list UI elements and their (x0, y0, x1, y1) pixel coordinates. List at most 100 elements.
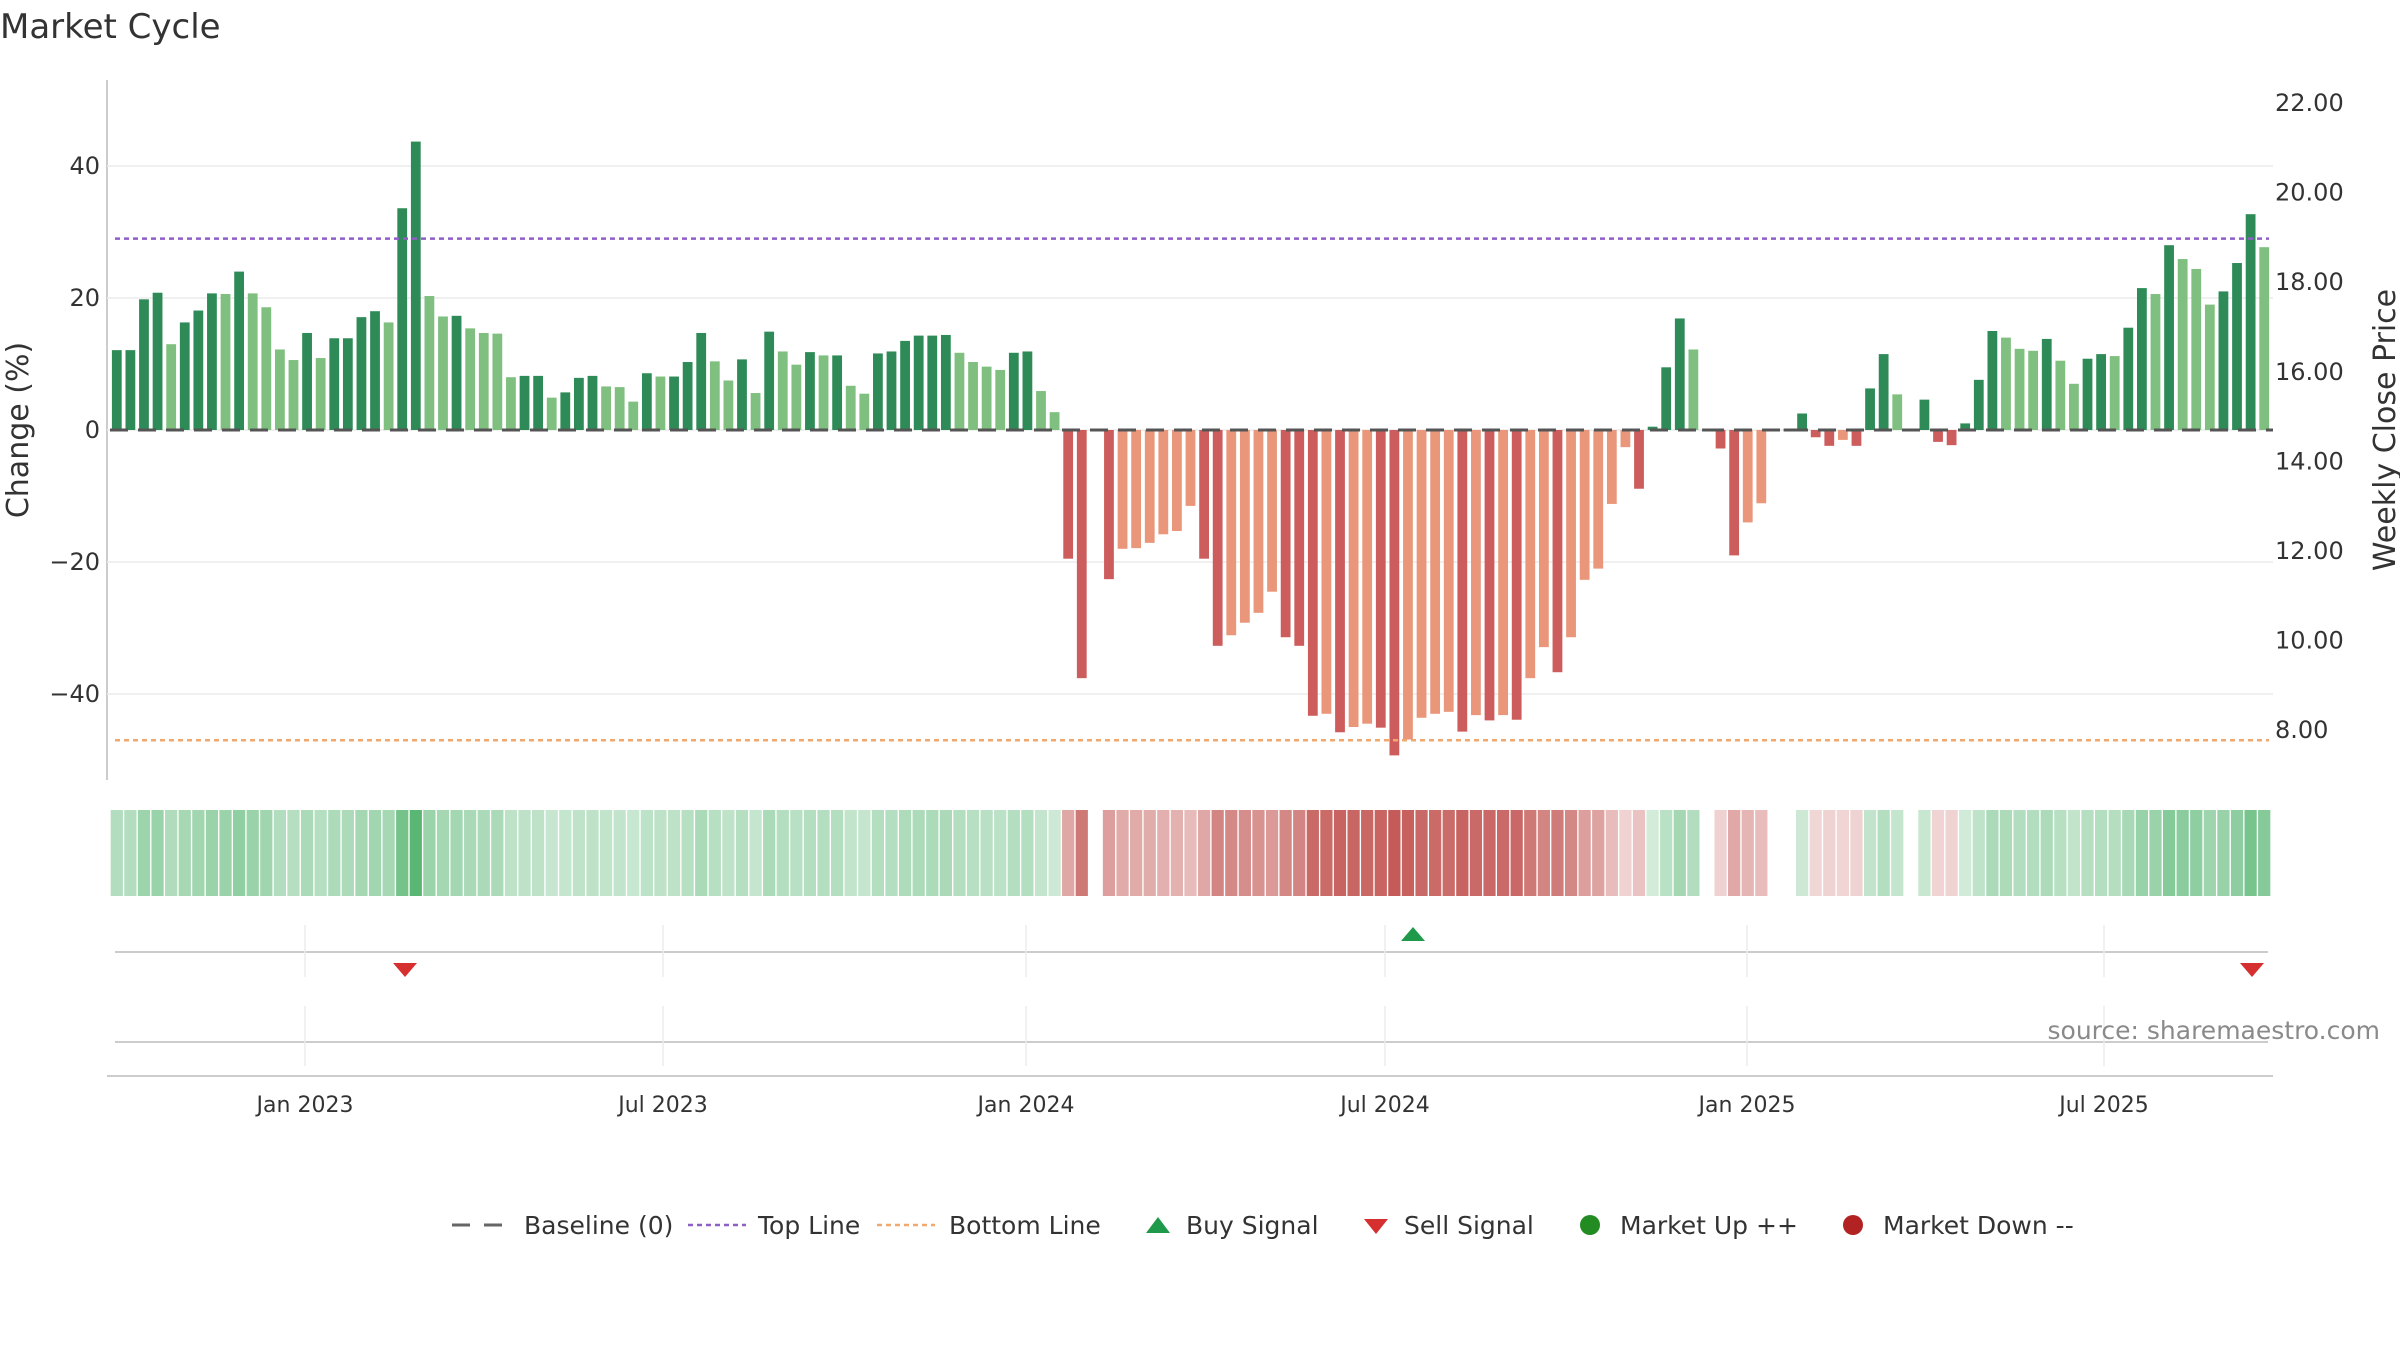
legend-item: Bottom Line (877, 1211, 1101, 1240)
bar (438, 316, 448, 430)
bar (886, 351, 897, 430)
heat-cell (1510, 810, 1523, 896)
bar (370, 311, 380, 430)
legend-circle-icon (1843, 1215, 1863, 1235)
bar (832, 355, 843, 430)
heat-cell (1320, 810, 1333, 896)
bar (873, 353, 883, 430)
y2-tick-label: 18.00 (2275, 268, 2344, 296)
heat-cell (817, 810, 830, 896)
bar (1892, 394, 1903, 430)
bar (1117, 430, 1128, 549)
bar (1226, 430, 1237, 636)
bar (1620, 430, 1631, 448)
bar (1239, 430, 1250, 623)
heat-cell (1130, 810, 1143, 896)
sell-signal-marker (2240, 963, 2264, 977)
bar (342, 338, 353, 430)
bar (125, 350, 136, 430)
bar (1511, 430, 1522, 720)
heat-cell (1347, 810, 1360, 896)
y-tick-label: −20 (49, 548, 100, 576)
bar (1280, 430, 1291, 638)
x-tick-label: Jan 2023 (255, 1093, 354, 1118)
heat-cell (1945, 810, 1958, 896)
heat-cell (1809, 810, 1822, 896)
heat-cell (1306, 810, 1319, 896)
legend: Baseline (0) Top Line Bottom Line Buy Signa… (452, 1211, 2074, 1240)
heat-cell (2190, 810, 2203, 896)
right-axis-title: Weekly Close Price (2368, 289, 2400, 571)
heat-cell (1877, 810, 1890, 896)
source-credit: source: sharemaestro.com (2048, 1016, 2381, 1045)
heat-cell (627, 810, 640, 896)
heat-cell (2176, 810, 2189, 896)
heat-cell (287, 810, 300, 896)
heat-cell (1374, 810, 1387, 896)
bar (1348, 430, 1359, 727)
bar (1172, 430, 1182, 531)
bar (2082, 358, 2093, 430)
heat-cell (2122, 810, 2135, 896)
heat-cell (1891, 810, 1904, 896)
heat-cell (2244, 810, 2257, 896)
heat-cell (926, 810, 939, 896)
heat-cell (1184, 810, 1197, 896)
bar (1471, 430, 1481, 716)
heat-cell (355, 810, 368, 896)
bar (546, 397, 557, 430)
heat-cell (110, 810, 123, 896)
bar (1946, 430, 1957, 446)
bar (1987, 331, 1998, 430)
heat-cell (2027, 810, 2040, 896)
heat-cell (233, 810, 246, 896)
heat-cell (1524, 810, 1537, 896)
heat-cell (763, 810, 776, 896)
y2-tick-label: 14.00 (2275, 447, 2344, 475)
bar (1212, 430, 1223, 646)
bar (1810, 430, 1821, 438)
heat-cell (858, 810, 871, 896)
heat-cell (599, 810, 613, 896)
bar (2245, 214, 2256, 430)
bar (1579, 430, 1590, 580)
bar (2164, 245, 2174, 430)
heat-cell (137, 810, 151, 896)
heat-cell (328, 810, 341, 896)
bar (1131, 430, 1142, 549)
heat-cell (1673, 810, 1686, 896)
bar (1525, 430, 1536, 679)
heat-cell (2081, 810, 2094, 896)
bar (2150, 294, 2161, 430)
heat-cell (885, 810, 898, 896)
heat-cell (1252, 810, 1265, 896)
heat-cell (803, 810, 817, 896)
heat-cell (396, 810, 409, 896)
bar (1036, 391, 1046, 430)
bar (506, 377, 516, 430)
heat-cell (2230, 810, 2244, 896)
bar (1457, 430, 1468, 732)
heat-cell (1918, 810, 1931, 896)
bar (2014, 348, 2025, 430)
bar (207, 293, 217, 430)
bar (383, 322, 394, 430)
bar (465, 328, 476, 430)
bar (845, 385, 856, 430)
heat-cell (1755, 810, 1768, 896)
y2-tick-label: 16.00 (2275, 358, 2344, 386)
x-tick-label: Jul 2023 (616, 1093, 708, 1118)
heat-cell (1238, 810, 1251, 896)
y2-tick-label: 10.00 (2275, 627, 2344, 655)
sell-signal-marker (393, 963, 417, 977)
bar (818, 355, 829, 430)
heat-cell (2013, 810, 2026, 896)
bar (302, 332, 312, 430)
heat-cell (640, 810, 653, 896)
heat-cell (1823, 810, 1836, 896)
heat-cell (1619, 810, 1632, 896)
bar (1403, 430, 1413, 740)
heat-cell (586, 810, 599, 896)
bar (1321, 430, 1332, 714)
change-bars (111, 141, 2270, 756)
